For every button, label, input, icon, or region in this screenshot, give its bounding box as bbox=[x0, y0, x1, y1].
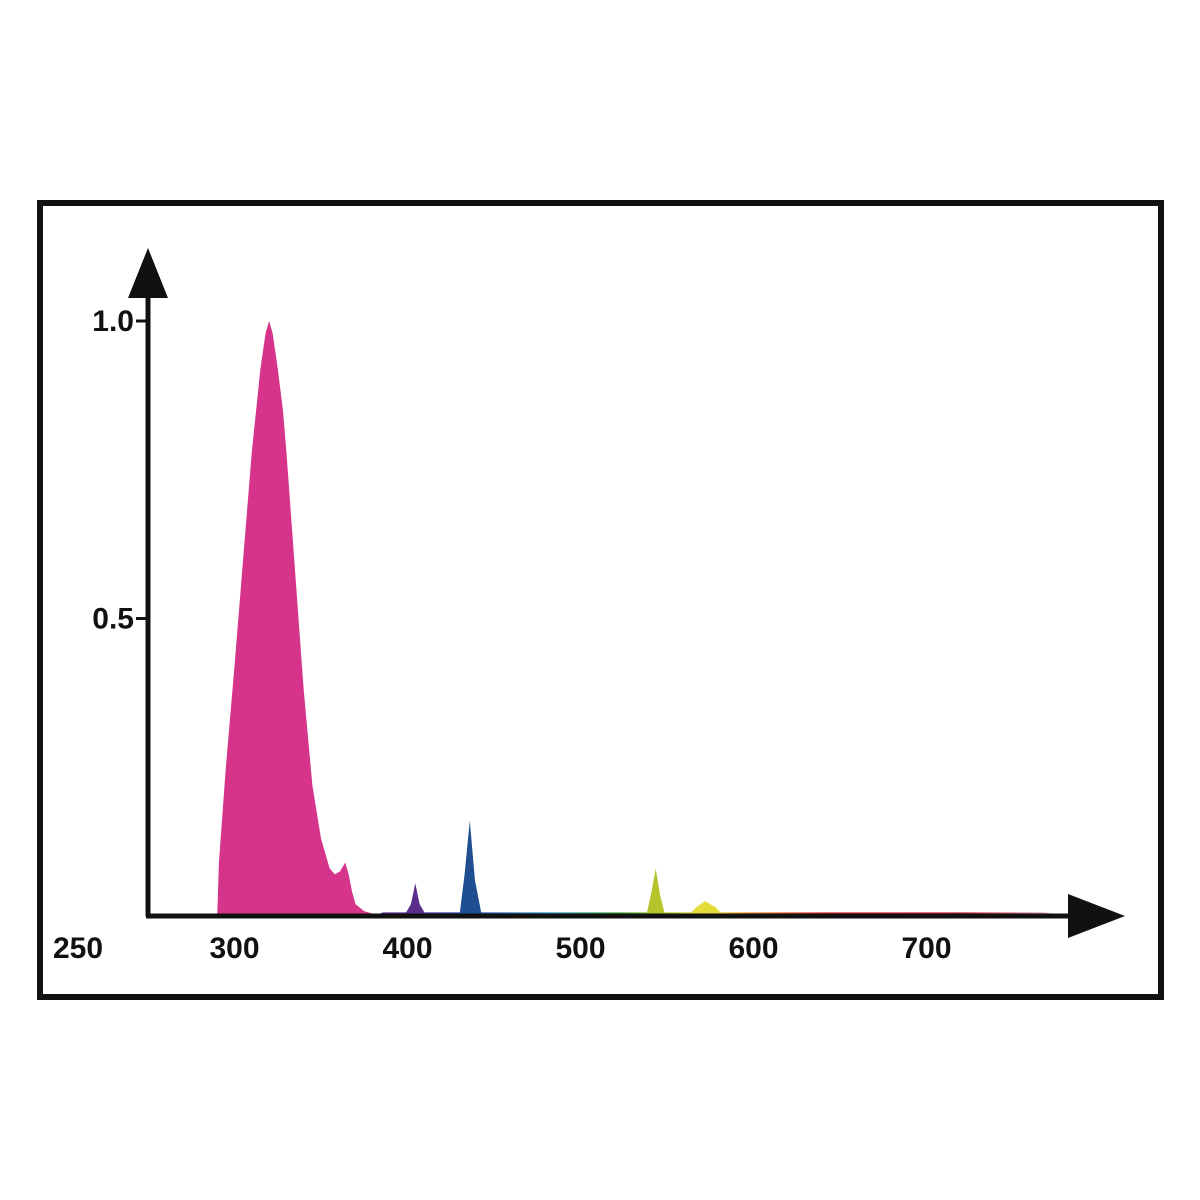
tick-labels: 0.5 1.0 250 300 400 500 600 700 bbox=[53, 305, 952, 965]
x-tick-label: 700 bbox=[901, 932, 951, 965]
spectrum-peak-4 bbox=[687, 901, 725, 916]
x-tick-label: 600 bbox=[728, 932, 778, 965]
spectrum-peak-1 bbox=[404, 883, 427, 916]
spectrum-chart: 0.5 1.0 250 300 400 500 600 700 bbox=[53, 248, 1125, 965]
x-tick-label: 400 bbox=[382, 932, 432, 965]
spectrum-peak-2 bbox=[459, 820, 482, 916]
series-layer bbox=[217, 321, 1065, 916]
spectrum-peak-3 bbox=[646, 868, 666, 916]
axes bbox=[128, 248, 1125, 938]
chart-frame: 0.5 1.0 250 300 400 500 600 700 bbox=[37, 200, 1164, 1000]
spectrum-peak-0 bbox=[217, 321, 391, 916]
x-tick-label: 500 bbox=[555, 932, 605, 965]
y-tick-label: 1.0 bbox=[92, 305, 134, 338]
x-tick-label: 250 bbox=[53, 932, 103, 965]
x-axis-arrow-icon bbox=[1068, 894, 1125, 938]
x-tick-label: 300 bbox=[209, 932, 259, 965]
y-tick-label: 0.5 bbox=[92, 603, 134, 636]
y-axis-arrow-icon bbox=[128, 248, 168, 298]
